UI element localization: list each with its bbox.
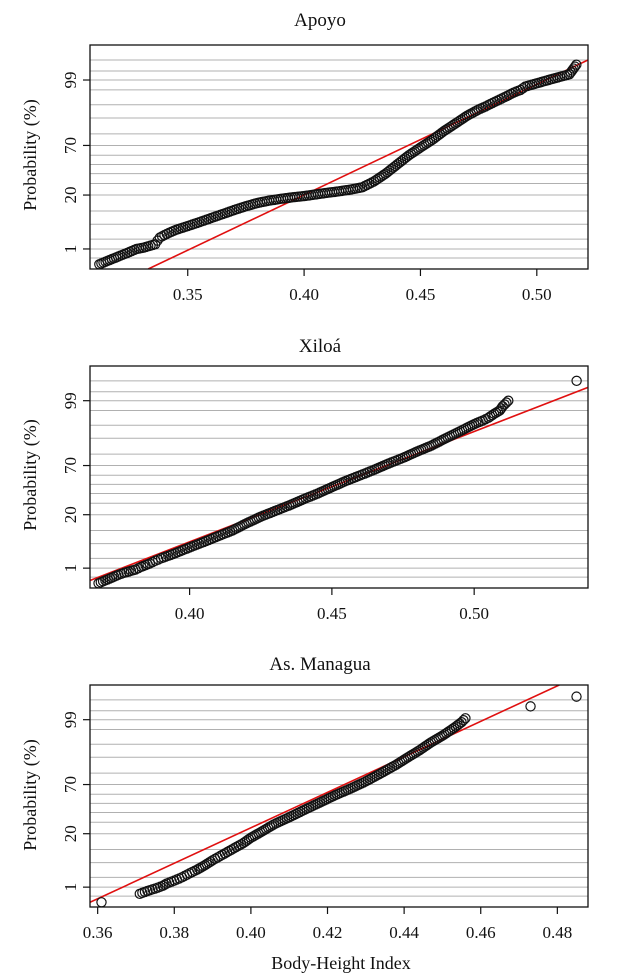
x-tick-label: 0.36: [83, 923, 113, 942]
x-tick-label: 0.50: [522, 285, 552, 304]
y-tick-label: 70: [61, 457, 80, 474]
y-tick-label: 20: [61, 506, 80, 523]
y-tick-label: 99: [61, 72, 80, 89]
data-point: [458, 715, 469, 726]
fit-line: [147, 59, 588, 269]
data-point: [497, 401, 508, 412]
x-tick-label: 0.40: [289, 285, 319, 304]
data-point: [503, 395, 514, 406]
data-point: [485, 98, 496, 110]
y-tick-label: 70: [61, 137, 80, 154]
data-point: [454, 718, 465, 729]
panel-title: Apoyo: [294, 10, 346, 31]
y-axis-label: Probability (%): [20, 739, 41, 850]
x-tick-label: 0.44: [389, 923, 419, 942]
y-tick-label: 1: [61, 883, 80, 892]
x-tick-label: 0.50: [459, 604, 489, 623]
x-tick-label: 0.38: [159, 923, 189, 942]
x-tick-label: 0.40: [236, 923, 266, 942]
x-tick-label: 0.35: [173, 285, 203, 304]
data-point: [525, 701, 536, 712]
plot-frame: [89, 365, 589, 589]
data-point: [492, 95, 503, 106]
data-point: [96, 897, 107, 908]
panel-apoyo: Apoyo Probability (%) 1 20 70 99 0.35 0.40 0.4…: [20, 10, 589, 304]
x-tick-label: 0.45: [317, 604, 347, 623]
panel-title: Xiloá: [299, 336, 342, 357]
data-point: [496, 93, 508, 104]
y-tick-label: 20: [61, 187, 80, 204]
data-point: [571, 59, 582, 70]
y-axis-label: Probability (%): [20, 419, 41, 530]
x-axis-label: Body-Height Index: [271, 953, 410, 973]
data-point: [571, 375, 582, 387]
y-tick-label: 99: [61, 392, 80, 409]
y-tick-label: 1: [61, 564, 80, 573]
x-tick-label: 0.45: [406, 285, 436, 304]
panel-title: As. Managua: [269, 654, 371, 675]
data-point: [494, 94, 505, 105]
y-tick-label: 1: [61, 245, 80, 254]
x-tick-label: 0.42: [313, 923, 343, 942]
x-tick-label: 0.40: [175, 604, 205, 623]
data-point: [489, 96, 501, 108]
data-point: [499, 399, 510, 410]
x-tick-label: 0.46: [466, 923, 496, 942]
data-point: [487, 97, 498, 109]
data-point: [569, 61, 581, 72]
data-point: [571, 691, 582, 702]
y-axis-label: Probability (%): [20, 99, 41, 210]
y-tick-label: 99: [61, 711, 80, 728]
x-tick-label: 0.48: [542, 923, 572, 942]
fit-line: [90, 685, 560, 904]
y-tick-label: 70: [61, 776, 80, 793]
data-point: [161, 228, 172, 240]
data-point: [456, 716, 467, 728]
panel-xiloa: Xiloá Probability (%) 1 20 70 99 0.40 0.45 0.5…: [20, 336, 589, 623]
panel-as-managua: As. Managua Probability (%) Body-Height …: [20, 654, 589, 973]
y-tick-label: 20: [61, 825, 80, 842]
data-point: [207, 855, 218, 866]
plot-frame: [89, 684, 589, 908]
fit-line: [90, 386, 588, 582]
data-point: [501, 397, 512, 408]
data-point: [460, 713, 471, 724]
plot-frame: [89, 44, 589, 270]
data-point: [159, 229, 170, 241]
data-point: [506, 88, 517, 100]
